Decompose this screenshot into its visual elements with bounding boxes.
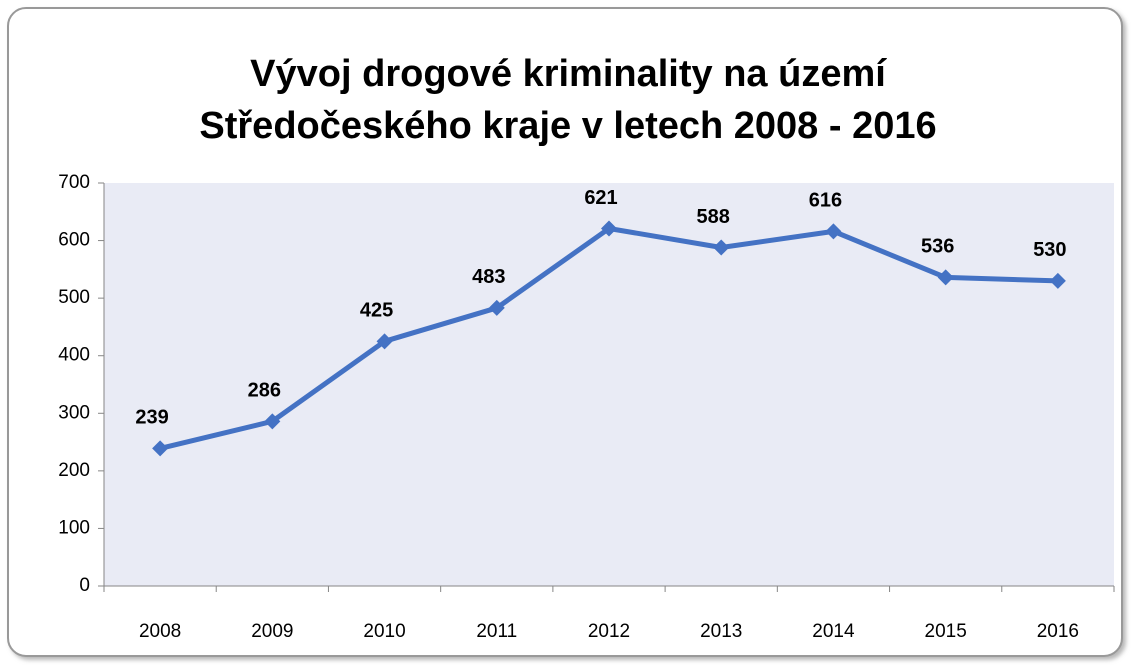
x-tick-label: 2013 — [700, 621, 742, 642]
plot-area — [104, 183, 1114, 586]
y-tick-label: 300 — [58, 402, 90, 423]
x-tick-label: 2014 — [812, 621, 855, 642]
data-label: 621 — [584, 187, 617, 209]
data-label: 239 — [135, 407, 168, 429]
data-label: 530 — [1033, 239, 1066, 261]
marker — [937, 269, 954, 286]
data-label: 483 — [472, 266, 505, 288]
data-label: 536 — [921, 236, 954, 258]
y-tick-label: 400 — [58, 345, 90, 366]
x-tick-label: 2011 — [476, 621, 517, 642]
y-tick-label: 200 — [58, 460, 90, 481]
y-tick-label: 500 — [58, 287, 90, 308]
x-tick-label: 2009 — [251, 621, 293, 642]
x-tick-label: 2008 — [139, 621, 181, 642]
y-tick-label: 700 — [58, 172, 90, 193]
marker — [825, 223, 842, 240]
y-tick-label: 600 — [58, 230, 90, 251]
data-label: 588 — [697, 206, 730, 228]
marker — [601, 220, 617, 237]
marker — [1049, 272, 1066, 289]
data-label: 616 — [809, 190, 842, 212]
marker — [152, 440, 169, 457]
marker — [376, 333, 393, 350]
y-tick-label: 0 — [79, 575, 90, 596]
marker — [713, 239, 730, 256]
data-label: 286 — [248, 380, 281, 402]
chart-title: Středočeského kraje v letech 2008 - 2016 — [199, 105, 936, 147]
x-tick-label: 2012 — [588, 621, 630, 642]
marker — [488, 299, 505, 316]
x-tick-label: 2010 — [363, 621, 405, 642]
data-label: 425 — [360, 300, 393, 322]
x-tick-label: 2016 — [1037, 621, 1079, 642]
y-tick-label: 100 — [58, 517, 90, 538]
x-tick-label: 2015 — [925, 621, 967, 642]
marker — [264, 413, 281, 430]
chart-title: Vývoj drogové kriminality na území — [250, 53, 887, 95]
